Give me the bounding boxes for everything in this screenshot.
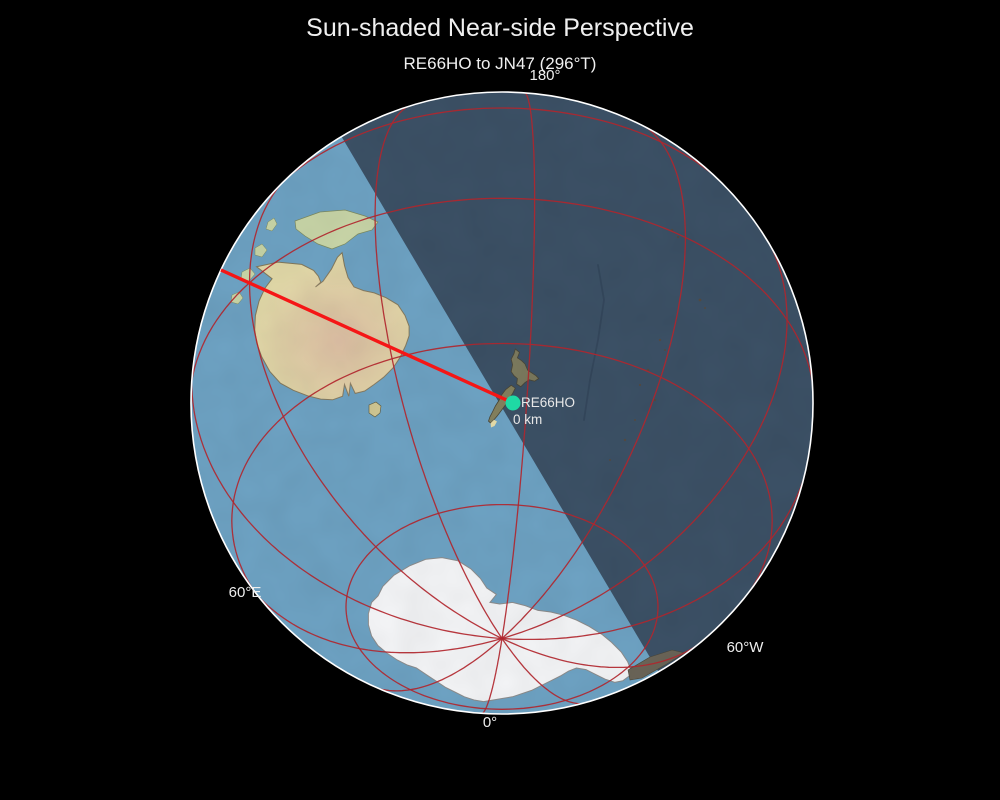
svg-text:60°W: 60°W	[727, 639, 765, 656]
svg-text:0°: 0°	[483, 714, 497, 731]
svg-text:180°: 180°	[529, 67, 560, 84]
svg-text:0 km: 0 km	[513, 412, 542, 427]
svg-text:60°E: 60°E	[229, 584, 262, 601]
svg-text:RE66HO: RE66HO	[521, 395, 575, 410]
